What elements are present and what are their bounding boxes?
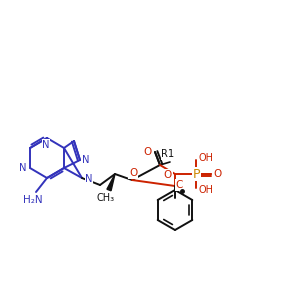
Text: O: O	[164, 170, 172, 180]
Text: P: P	[192, 168, 200, 180]
Text: N: N	[42, 140, 50, 150]
Text: N: N	[82, 155, 90, 165]
Text: N: N	[19, 163, 27, 173]
Text: O: O	[129, 168, 137, 178]
Text: OH: OH	[198, 153, 213, 163]
Text: O: O	[144, 147, 152, 157]
Text: R1: R1	[161, 149, 175, 159]
Text: OH: OH	[198, 185, 213, 195]
Polygon shape	[107, 174, 115, 191]
Text: CH₃: CH₃	[97, 193, 115, 203]
Text: H₂N: H₂N	[23, 195, 43, 205]
Text: N: N	[85, 174, 93, 184]
Text: O: O	[214, 169, 222, 179]
Text: C: C	[175, 180, 183, 190]
